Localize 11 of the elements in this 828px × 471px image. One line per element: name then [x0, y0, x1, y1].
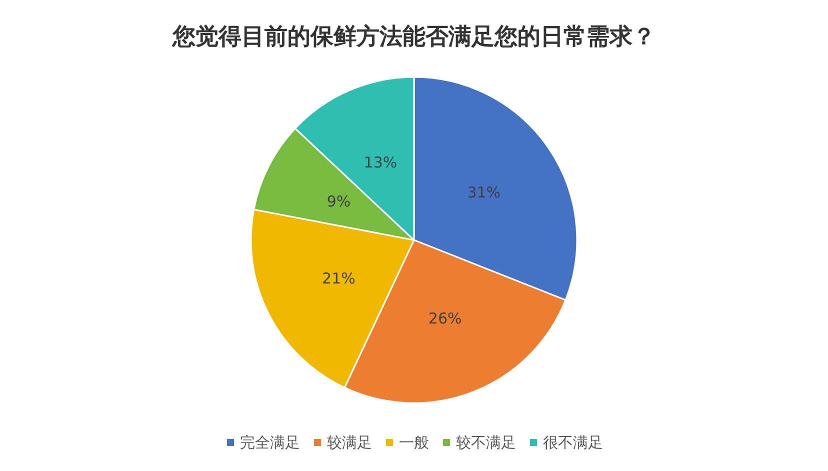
legend-label: 较不满足 [456, 434, 516, 452]
data-label: 13% [364, 154, 398, 172]
legend-label: 较满足 [327, 434, 372, 452]
data-label: 31% [467, 184, 501, 202]
legend-label: 很不满足 [543, 434, 603, 452]
chart-title: 您觉得目前的保鲜方法能否满足您的日常需求？ [172, 23, 656, 50]
legend-label: 一般 [399, 434, 429, 452]
data-label: 26% [428, 310, 462, 328]
data-label: 9% [326, 192, 351, 211]
legend-label: 完全满足 [240, 434, 300, 452]
data-label: 21% [322, 269, 356, 288]
